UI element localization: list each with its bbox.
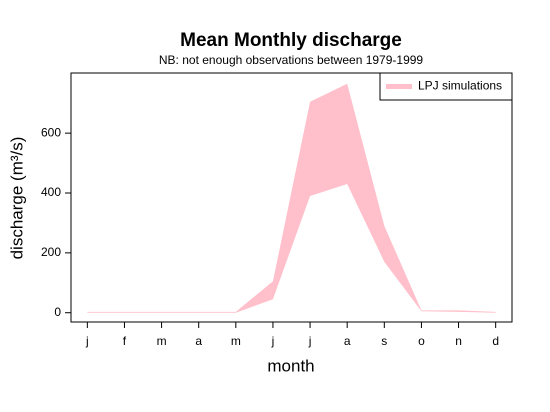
x-axis-label: month bbox=[267, 356, 314, 375]
x-tick-label: m bbox=[157, 334, 167, 348]
x-tick-label: s bbox=[381, 334, 387, 348]
x-tick-label: o bbox=[418, 334, 425, 348]
x-tick-label: f bbox=[123, 334, 127, 348]
x-tick-label: j bbox=[271, 334, 275, 348]
x-tick-label: j bbox=[85, 334, 89, 348]
x-tick-label: n bbox=[455, 334, 462, 348]
y-axis-label: discharge (m³/s) bbox=[7, 137, 26, 260]
band bbox=[87, 83, 496, 313]
chart-subtitle: NB: not enough observations between 1979… bbox=[159, 53, 424, 67]
y-tick-label: 0 bbox=[54, 305, 61, 319]
chart-title: Mean Monthly discharge bbox=[180, 30, 402, 51]
x-tick-label: j bbox=[308, 334, 312, 348]
y-tick-label: 400 bbox=[41, 185, 61, 199]
x-tick-label: m bbox=[231, 334, 241, 348]
x-tick-label: a bbox=[195, 334, 202, 348]
plot-frame bbox=[70, 72, 513, 323]
y-tick-label: 200 bbox=[41, 245, 61, 259]
x-tick-label: a bbox=[344, 334, 351, 348]
legend-label: LPJ simulations bbox=[418, 79, 502, 93]
y-tick-label: 600 bbox=[41, 125, 61, 139]
x-tick-label: d bbox=[492, 334, 499, 348]
